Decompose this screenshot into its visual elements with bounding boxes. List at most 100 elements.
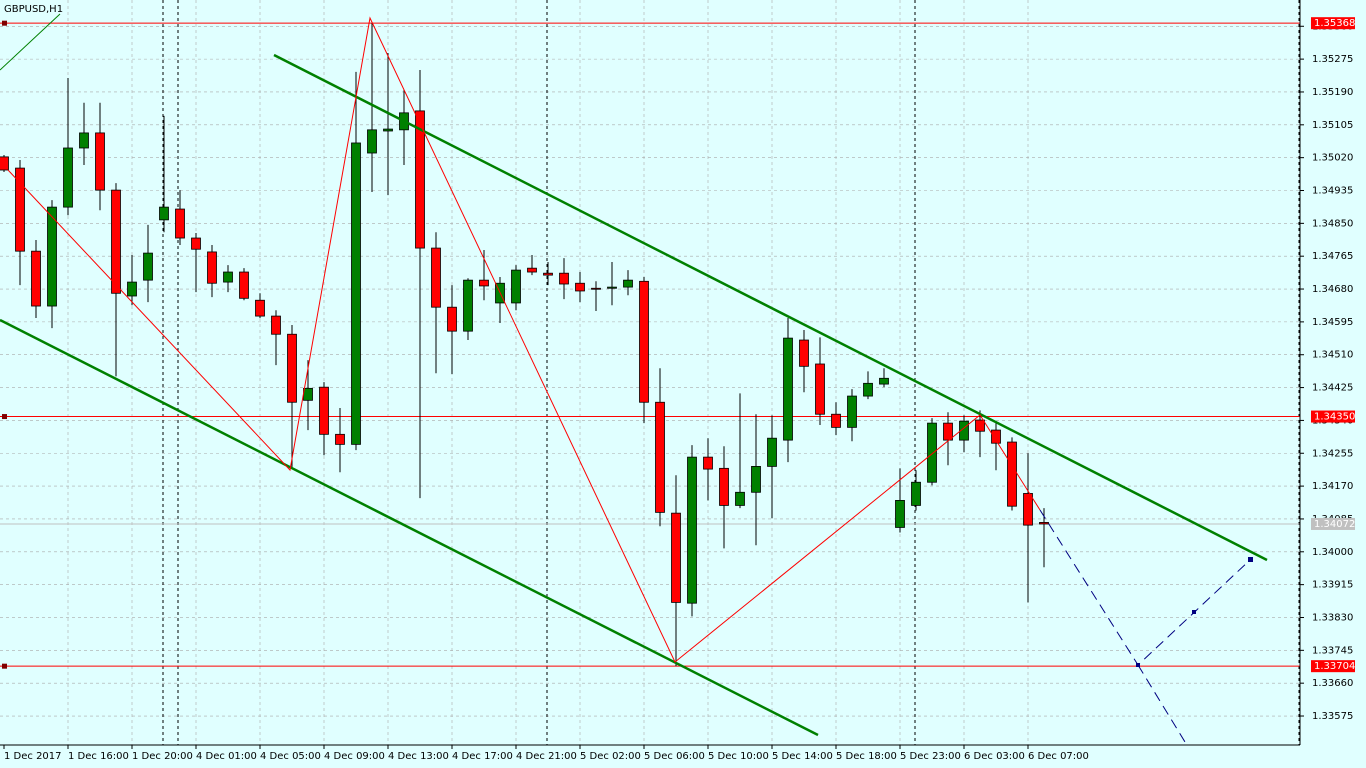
candle-body bbox=[271, 315, 281, 335]
candle-body bbox=[1023, 493, 1033, 526]
grid bbox=[0, 0, 1300, 745]
x-tick-label: 5 Dec 02:00 bbox=[580, 751, 641, 762]
y-tick-label: 1.33660 bbox=[1312, 678, 1353, 689]
candle-body bbox=[831, 413, 841, 428]
candle-body bbox=[207, 251, 217, 284]
candle-body bbox=[479, 279, 489, 287]
candle-body bbox=[431, 247, 441, 308]
candle-body bbox=[143, 252, 153, 281]
candle-body bbox=[0, 156, 9, 171]
candle-body bbox=[959, 420, 969, 441]
x-tick-label: 4 Dec 09:00 bbox=[324, 751, 385, 762]
candle-body bbox=[703, 456, 713, 470]
price-level-box bbox=[1311, 660, 1355, 673]
y-tick-label: 1.34170 bbox=[1312, 481, 1353, 492]
price-level-anchor bbox=[2, 414, 7, 420]
trend-line bbox=[0, 13, 61, 71]
x-tick-label: 5 Dec 23:00 bbox=[900, 751, 961, 762]
x-tick-label: 5 Dec 14:00 bbox=[772, 751, 833, 762]
x-tick-label: 4 Dec 17:00 bbox=[452, 751, 513, 762]
candle-body bbox=[911, 481, 921, 506]
candle-body bbox=[1007, 441, 1017, 507]
candle-body bbox=[447, 306, 457, 332]
candle-body bbox=[751, 465, 761, 493]
candle-body bbox=[655, 401, 665, 513]
candle-body bbox=[47, 206, 57, 307]
candle-body bbox=[191, 237, 201, 250]
candle-body bbox=[415, 110, 425, 249]
y-tick-label: 1.33830 bbox=[1312, 612, 1353, 623]
candle-body bbox=[239, 271, 249, 299]
candle-body bbox=[719, 467, 729, 506]
candle-body bbox=[767, 437, 777, 467]
chart-title: GBPUSD,H1 bbox=[4, 4, 63, 15]
candle-body bbox=[815, 363, 825, 415]
y-tick-label: 1.34510 bbox=[1312, 350, 1353, 361]
y-tick-label: 1.34000 bbox=[1312, 547, 1353, 558]
channel-lower bbox=[0, 318, 819, 737]
candle-body bbox=[111, 189, 121, 294]
y-tick-label: 1.34935 bbox=[1312, 186, 1353, 197]
y-tick-label: 1.34255 bbox=[1312, 448, 1353, 459]
candle-body bbox=[383, 128, 393, 132]
y-tick-label: 1.34850 bbox=[1312, 218, 1353, 229]
candle-body bbox=[351, 142, 361, 445]
candle-body bbox=[799, 339, 809, 367]
candle-body bbox=[159, 206, 169, 221]
candle-body bbox=[639, 280, 649, 403]
candle-body bbox=[575, 282, 585, 292]
zigzag bbox=[7, 16, 1041, 663]
candle-body bbox=[223, 271, 233, 283]
candle-body bbox=[63, 147, 73, 208]
x-tick-label: 6 Dec 03:00 bbox=[964, 751, 1025, 762]
price-level-anchor bbox=[2, 663, 7, 669]
x-tick-label: 4 Dec 13:00 bbox=[388, 751, 449, 762]
candle-body bbox=[943, 422, 953, 441]
y-tick-label: 1.34595 bbox=[1312, 317, 1353, 328]
horizontal-lines bbox=[0, 20, 1300, 669]
price-level-box bbox=[1311, 17, 1355, 30]
candle-body bbox=[687, 456, 697, 604]
x-tick-label: 1 Dec 16:00 bbox=[68, 751, 129, 762]
channel-upper bbox=[273, 53, 1268, 562]
y-tick-label: 1.35190 bbox=[1312, 87, 1353, 98]
candle-body bbox=[847, 395, 857, 428]
candle-body bbox=[991, 429, 1001, 444]
candle-body bbox=[879, 377, 889, 385]
candle-body bbox=[335, 433, 345, 445]
y-tick-label: 1.34425 bbox=[1312, 383, 1353, 394]
current-price-box bbox=[1311, 517, 1355, 530]
price-level-label: 1.33704 bbox=[1314, 661, 1355, 672]
candles bbox=[0, 23, 1049, 667]
candle-body bbox=[319, 386, 329, 435]
candle-body bbox=[367, 129, 377, 154]
y-tick-label: 1.33745 bbox=[1312, 645, 1353, 656]
candle-body bbox=[607, 286, 617, 289]
price-level-label: 1.34350 bbox=[1314, 412, 1355, 423]
candle-body bbox=[927, 422, 937, 483]
x-tick-label: 5 Dec 06:00 bbox=[644, 751, 705, 762]
price-level-anchor bbox=[2, 20, 7, 26]
candle-body bbox=[527, 267, 537, 273]
candle-body bbox=[591, 287, 601, 290]
candle-body bbox=[559, 272, 569, 285]
price-level-label: 1.35368 bbox=[1314, 18, 1355, 29]
x-tick-label: 1 Dec 2017 bbox=[4, 751, 62, 762]
candle-body bbox=[863, 382, 873, 397]
y-tick-label: 1.35105 bbox=[1312, 120, 1353, 131]
axes: 1.353601.352751.351901.351051.350201.349… bbox=[3, 17, 1355, 762]
candle-body bbox=[975, 419, 985, 432]
candle-body bbox=[127, 281, 137, 297]
projection-point bbox=[1248, 557, 1253, 562]
candle-body bbox=[95, 132, 105, 191]
current-price-label: 1.34072 bbox=[1314, 519, 1355, 530]
y-tick-label: 1.35275 bbox=[1312, 54, 1353, 65]
x-tick-label: 5 Dec 18:00 bbox=[836, 751, 897, 762]
candle-body bbox=[671, 512, 681, 603]
price-level-box bbox=[1311, 410, 1355, 423]
candle-body bbox=[303, 387, 313, 401]
candle-body bbox=[735, 491, 745, 506]
